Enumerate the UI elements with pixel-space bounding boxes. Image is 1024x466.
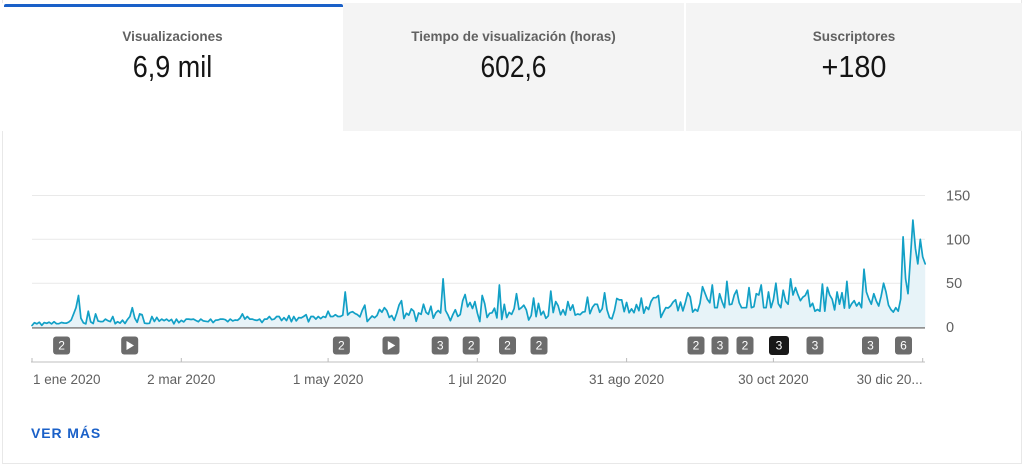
svg-text:3: 3 [812,339,819,353]
svg-text:100: 100 [946,232,970,248]
svg-text:3: 3 [776,339,783,353]
svg-text:2: 2 [693,339,700,353]
svg-text:2 mar 2020: 2 mar 2020 [147,372,215,387]
svg-text:150: 150 [946,189,970,205]
svg-text:1 ene 2020: 1 ene 2020 [33,372,101,387]
svg-text:31 ago 2020: 31 ago 2020 [589,372,664,387]
svg-text:6: 6 [900,339,907,353]
svg-text:3: 3 [867,339,874,353]
svg-text:2: 2 [338,339,345,353]
svg-text:30 dic 20...: 30 dic 20... [857,372,923,387]
svg-text:2: 2 [536,339,543,353]
svg-text:1 may 2020: 1 may 2020 [293,372,364,387]
svg-text:2: 2 [742,339,749,353]
svg-text:3: 3 [717,339,724,353]
svg-text:2: 2 [58,339,65,353]
svg-text:3: 3 [437,339,444,353]
svg-text:50: 50 [946,276,962,292]
svg-text:2: 2 [504,339,511,353]
svg-text:0: 0 [946,320,954,336]
svg-text:1 jul 2020: 1 jul 2020 [448,372,507,387]
svg-text:2: 2 [468,339,475,353]
svg-text:30 oct 2020: 30 oct 2020 [738,372,809,387]
